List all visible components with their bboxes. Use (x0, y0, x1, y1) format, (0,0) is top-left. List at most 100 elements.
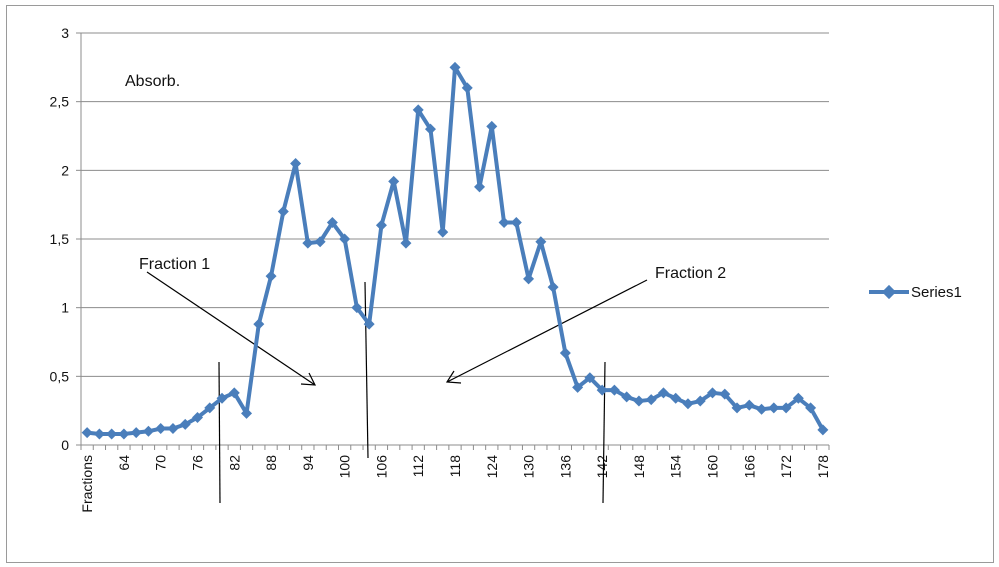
series1-point-37 (535, 236, 547, 248)
series1-point-21 (339, 233, 351, 245)
x-tick-label-19: 172 (778, 455, 794, 479)
chart-area: 0 0,5 1 1,5 2 2,5 3 Fractions 64 70 76 82 88 94 100 10… (6, 5, 994, 563)
x-tick-label-9: 112 (410, 455, 426, 478)
series1-point-40 (572, 381, 584, 393)
series1-point-48 (670, 392, 682, 404)
axes (80, 33, 829, 446)
x-axis-ticks: Fractions 64 70 76 82 88 94 100 106 112 118 124 130 1… (79, 445, 831, 513)
series1-point-53 (731, 402, 743, 414)
series1-point-41 (584, 372, 596, 384)
series1-point-14 (253, 318, 265, 330)
series1-point-15 (265, 270, 277, 282)
series1-point-44 (621, 391, 633, 403)
series1-point-23 (363, 318, 375, 330)
x-tick-label-18: 166 (741, 455, 757, 479)
x-tick-label-11: 124 (484, 455, 500, 479)
arrow-head-fraction-1 (300, 372, 317, 386)
series1-point-34 (498, 217, 510, 229)
line-chart: 0 0,5 1 1,5 2 2,5 3 Fractions 64 70 76 82 88 94 100 10… (50, 25, 962, 513)
x-tick-label-16: 154 (668, 455, 684, 479)
legend-label-series1[interactable]: Series1 (911, 284, 962, 301)
series1-point-2 (106, 428, 118, 440)
x-tick-label-7: 100 (337, 455, 353, 479)
series1-point-26 (400, 237, 412, 249)
x-tick-label-14: 142 (594, 455, 610, 479)
legend: Series1 (869, 284, 962, 301)
annotation-arrows (146, 271, 648, 386)
series1-point-3 (118, 428, 130, 440)
series1-point-19 (314, 236, 326, 248)
series1-point-51 (707, 387, 719, 399)
y-tick-label-6: 3 (61, 25, 69, 41)
series1-point-55 (756, 403, 768, 415)
x-tick-label-15: 148 (631, 455, 647, 479)
series1-point-9 (191, 412, 203, 424)
y-tick-label-3: 1,5 (50, 231, 70, 247)
series1-point-13 (241, 407, 253, 419)
x-tick-label-17: 160 (705, 455, 721, 479)
divider-line-2 (364, 281, 369, 459)
y-tick-label-0: 0 (61, 437, 69, 453)
series1-point-52 (719, 388, 731, 400)
series1-point-42 (596, 384, 608, 396)
y-axis-ticks: 0 0,5 1 1,5 2 2,5 3 (50, 25, 70, 453)
x-tick-label-10: 118 (447, 455, 463, 478)
series1-point-20 (326, 217, 338, 229)
series1-point-31 (461, 82, 473, 94)
series1-point-43 (608, 384, 620, 396)
series1-point-18 (302, 237, 314, 249)
series1-point-5 (142, 425, 154, 437)
series1-point-35 (510, 217, 522, 229)
annotation-fraction-2: Fraction 2 (655, 265, 726, 282)
series1-point-49 (682, 398, 694, 410)
fraction-dividers (218, 281, 606, 504)
y-axis-unit-label: Absorb. (125, 73, 180, 90)
series1-point-36 (523, 273, 535, 285)
series1-point-54 (743, 399, 755, 411)
y-tick-label-2: 1 (61, 300, 69, 316)
series1-point-0 (81, 427, 93, 439)
x-tick-label-6: 94 (300, 455, 316, 471)
series1-point-57 (780, 402, 792, 414)
x-tick-label-12: 130 (521, 455, 537, 479)
annotation-fraction-1: Fraction 1 (139, 256, 210, 273)
x-tick-label-3: 76 (189, 455, 205, 471)
series-layer (81, 61, 829, 440)
series1-point-50 (694, 395, 706, 407)
annotations: Absorb. Fraction 1 Fraction 2 (125, 73, 726, 282)
series1-point-60 (817, 424, 829, 436)
series1-point-10 (204, 402, 216, 414)
y-tick-label-1: 0,5 (50, 368, 70, 384)
series1-point-1 (93, 428, 105, 440)
series1-point-29 (437, 226, 449, 238)
y-tick-label-5: 2,5 (50, 94, 70, 110)
x-tick-label-2: 70 (153, 455, 169, 471)
series1-point-58 (792, 392, 804, 404)
x-tick-label-4: 82 (226, 455, 242, 471)
series1-point-8 (179, 418, 191, 430)
series1-point-32 (474, 181, 486, 193)
series1-point-39 (559, 347, 571, 359)
divider-line-3 (602, 361, 606, 504)
x-tick-label-8: 106 (373, 455, 389, 479)
arrow-fraction-2 (446, 279, 648, 383)
x-tick-label-5: 88 (263, 455, 279, 471)
series1-point-27 (412, 104, 424, 116)
y-tick-label-4: 2 (61, 162, 69, 178)
series1-point-22 (351, 302, 363, 314)
series1-point-47 (657, 387, 669, 399)
series1-point-12 (228, 387, 240, 399)
divider-line-1 (218, 361, 221, 504)
gridlines (76, 32, 829, 446)
arrow-head-fraction-2 (445, 370, 462, 384)
series1-point-46 (645, 394, 657, 406)
x-tick-label-1: 64 (116, 455, 132, 471)
series1-point-25 (388, 175, 400, 187)
x-tick-label-20: 178 (815, 455, 831, 479)
series1-point-45 (633, 395, 645, 407)
series1-point-16 (277, 206, 289, 218)
series1-point-28 (424, 123, 436, 135)
x-tick-label-0: Fractions (79, 455, 95, 513)
series1-point-11 (216, 392, 228, 404)
series1-point-24 (375, 219, 387, 231)
